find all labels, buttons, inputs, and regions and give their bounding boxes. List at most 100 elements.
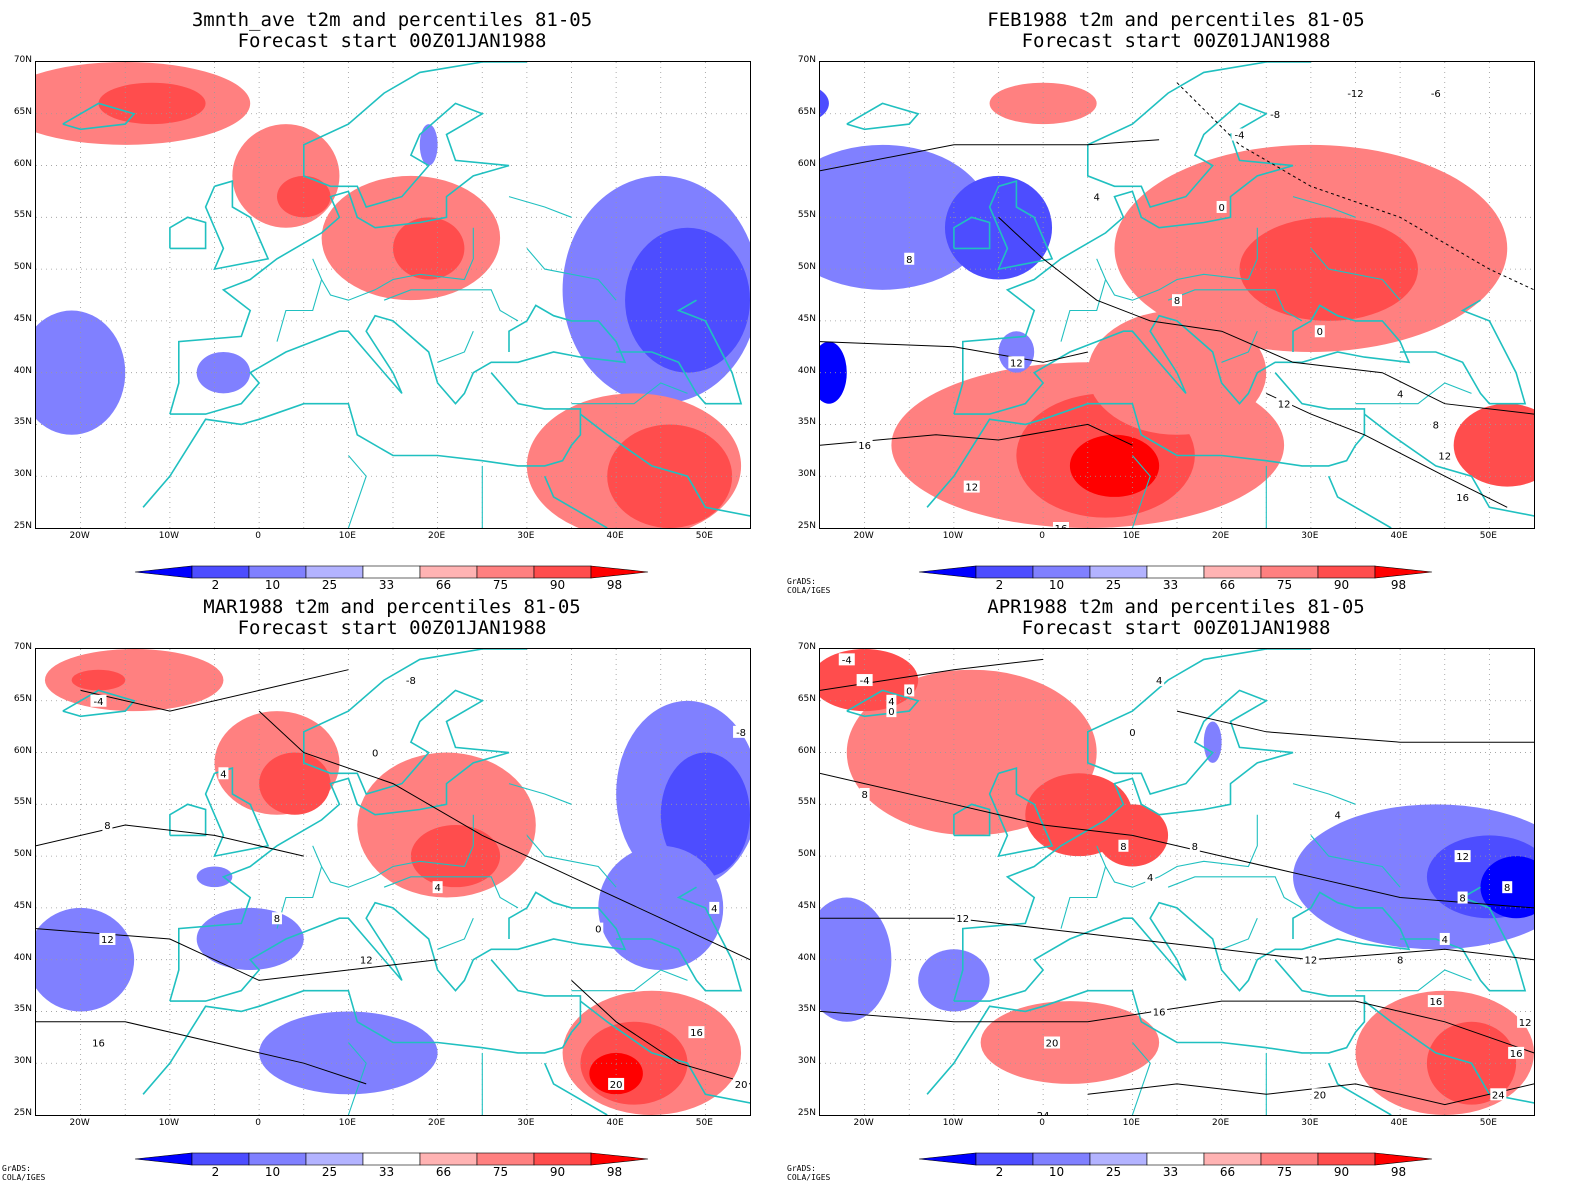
contour-label-bg	[1118, 839, 1129, 852]
lon-label: 10W	[942, 1118, 964, 1128]
temperature-contour	[820, 139, 1160, 172]
coastline	[169, 62, 527, 415]
temperature-contour	[820, 772, 1534, 909]
coastline	[169, 803, 207, 837]
colorbar	[914, 564, 1474, 583]
coastline	[926, 959, 1366, 1095]
lat-label: 35N	[13, 417, 32, 428]
colorbar-tick-label: 98	[1390, 578, 1407, 592]
contour-label-bg	[688, 1026, 705, 1039]
contour-label-bg	[1314, 325, 1325, 338]
colorbar-segment	[362, 565, 421, 579]
country-border	[1310, 835, 1401, 888]
coastline	[953, 62, 1311, 415]
contour-label: 4	[434, 883, 440, 894]
contour-label-bg	[1276, 397, 1293, 410]
lat-label: 60N	[797, 158, 816, 169]
contour-label: 4	[1093, 193, 1099, 204]
colorbar-tick-label: 2	[995, 578, 1004, 592]
colorbar-segment	[476, 1152, 535, 1166]
contour-label-bg	[90, 694, 107, 707]
colorbar-segment	[1089, 1152, 1148, 1166]
coastline	[988, 180, 1054, 271]
panel-title-line1: 3mnth_ave t2m and percentiles 81-05	[191, 9, 593, 31]
lat-label: 50N	[13, 262, 32, 273]
country-border	[1096, 227, 1258, 301]
colorbar-tick-label: 75	[492, 578, 509, 592]
contour-label: 20	[610, 1080, 623, 1091]
colorbar-tick-label: 66	[1219, 578, 1236, 592]
lat-label: 55N	[13, 797, 32, 808]
coastline	[953, 649, 1311, 1002]
country-border	[437, 330, 474, 363]
colorbar-arrow-left	[918, 1152, 977, 1166]
contour-label-bg	[358, 953, 375, 966]
coastline	[1363, 413, 1534, 517]
contour-label-bg	[1427, 995, 1444, 1008]
contour-label: -4	[842, 655, 852, 666]
grads-credit: GrADS: COLA/IGES	[787, 577, 831, 595]
colorbar-arrow-right	[590, 565, 649, 579]
coastline	[142, 959, 582, 1095]
lat-label: 40N	[797, 952, 816, 963]
coastline	[846, 102, 920, 131]
country-border	[1131, 1042, 1151, 1115]
lat-label: 60N	[797, 745, 816, 756]
coastline	[988, 767, 1054, 858]
map-canvas: 12 16 8 4 0 -4 -8 -12 8 12 16 12 0 4 8 12 16 -6	[820, 62, 1534, 528]
colorbar-tick-label: 2	[211, 1165, 220, 1179]
country-border	[1355, 382, 1472, 405]
coastline	[846, 689, 920, 718]
temperature-contour	[1176, 710, 1534, 743]
contour-label: 12	[965, 483, 978, 494]
colorbar-arrow-left	[134, 565, 193, 579]
temperature-contour	[36, 1021, 367, 1085]
temperature-contour	[820, 1000, 1534, 1054]
lon-label: 10W	[942, 531, 964, 541]
contour-label: 20	[1313, 1090, 1326, 1101]
coastline	[169, 649, 527, 1002]
contour-label-bg	[1344, 87, 1367, 100]
coastline	[62, 689, 136, 718]
contour-label-bg	[1517, 1015, 1534, 1028]
lat-label: 55N	[797, 210, 816, 221]
coastline	[579, 413, 750, 517]
temperature-contour	[36, 928, 438, 981]
contour-label: -12	[1347, 89, 1363, 100]
country-border	[1221, 330, 1258, 363]
contour-label: 0	[1317, 327, 1323, 338]
colorbar-tick-label: 90	[1333, 1165, 1350, 1179]
contour-label: 8	[1397, 956, 1403, 967]
contour-label-bg	[1332, 808, 1343, 821]
contour-label: 8	[1459, 894, 1465, 905]
colorbar-tick-label: 75	[1276, 1165, 1293, 1179]
temperature-contour	[820, 341, 1088, 363]
anomaly-area	[998, 331, 1035, 373]
contour-label: 24	[1492, 1090, 1505, 1101]
colorbar-segment	[476, 565, 535, 579]
panel-title-line2: Forecast start 00Z01JAN1988	[237, 30, 547, 52]
contour-label-bg	[271, 912, 282, 925]
temperature-contour	[258, 710, 750, 961]
lon-label: 40E	[606, 531, 624, 541]
contour-label: 0	[372, 749, 378, 760]
colorbar-tick-label: 25	[321, 578, 338, 592]
contour-label: 8	[1120, 842, 1126, 853]
contour-label-bg	[1145, 870, 1156, 883]
contour-label-bg	[1044, 1036, 1061, 1049]
country-border	[1167, 876, 1303, 909]
contour-label-bg	[1508, 1046, 1525, 1059]
contour-label: 8	[274, 914, 280, 925]
colorbar-tick-label: 33	[378, 1165, 395, 1179]
lon-label: 20W	[853, 1118, 874, 1128]
contour-label-bg	[99, 932, 116, 945]
contour-label: 8	[1504, 883, 1510, 894]
colorbar-tick-label: 98	[606, 1165, 623, 1179]
contour-label-bg	[838, 653, 855, 666]
lat-label: 65N	[797, 693, 816, 704]
colorbar-segment	[1203, 1152, 1262, 1166]
panel-title-line2: Forecast start 00Z01JAN1988	[1021, 30, 1331, 52]
anomaly-area	[1453, 403, 1534, 487]
lat-label: 30N	[797, 469, 816, 480]
lat-label: 25N	[797, 1108, 816, 1118]
